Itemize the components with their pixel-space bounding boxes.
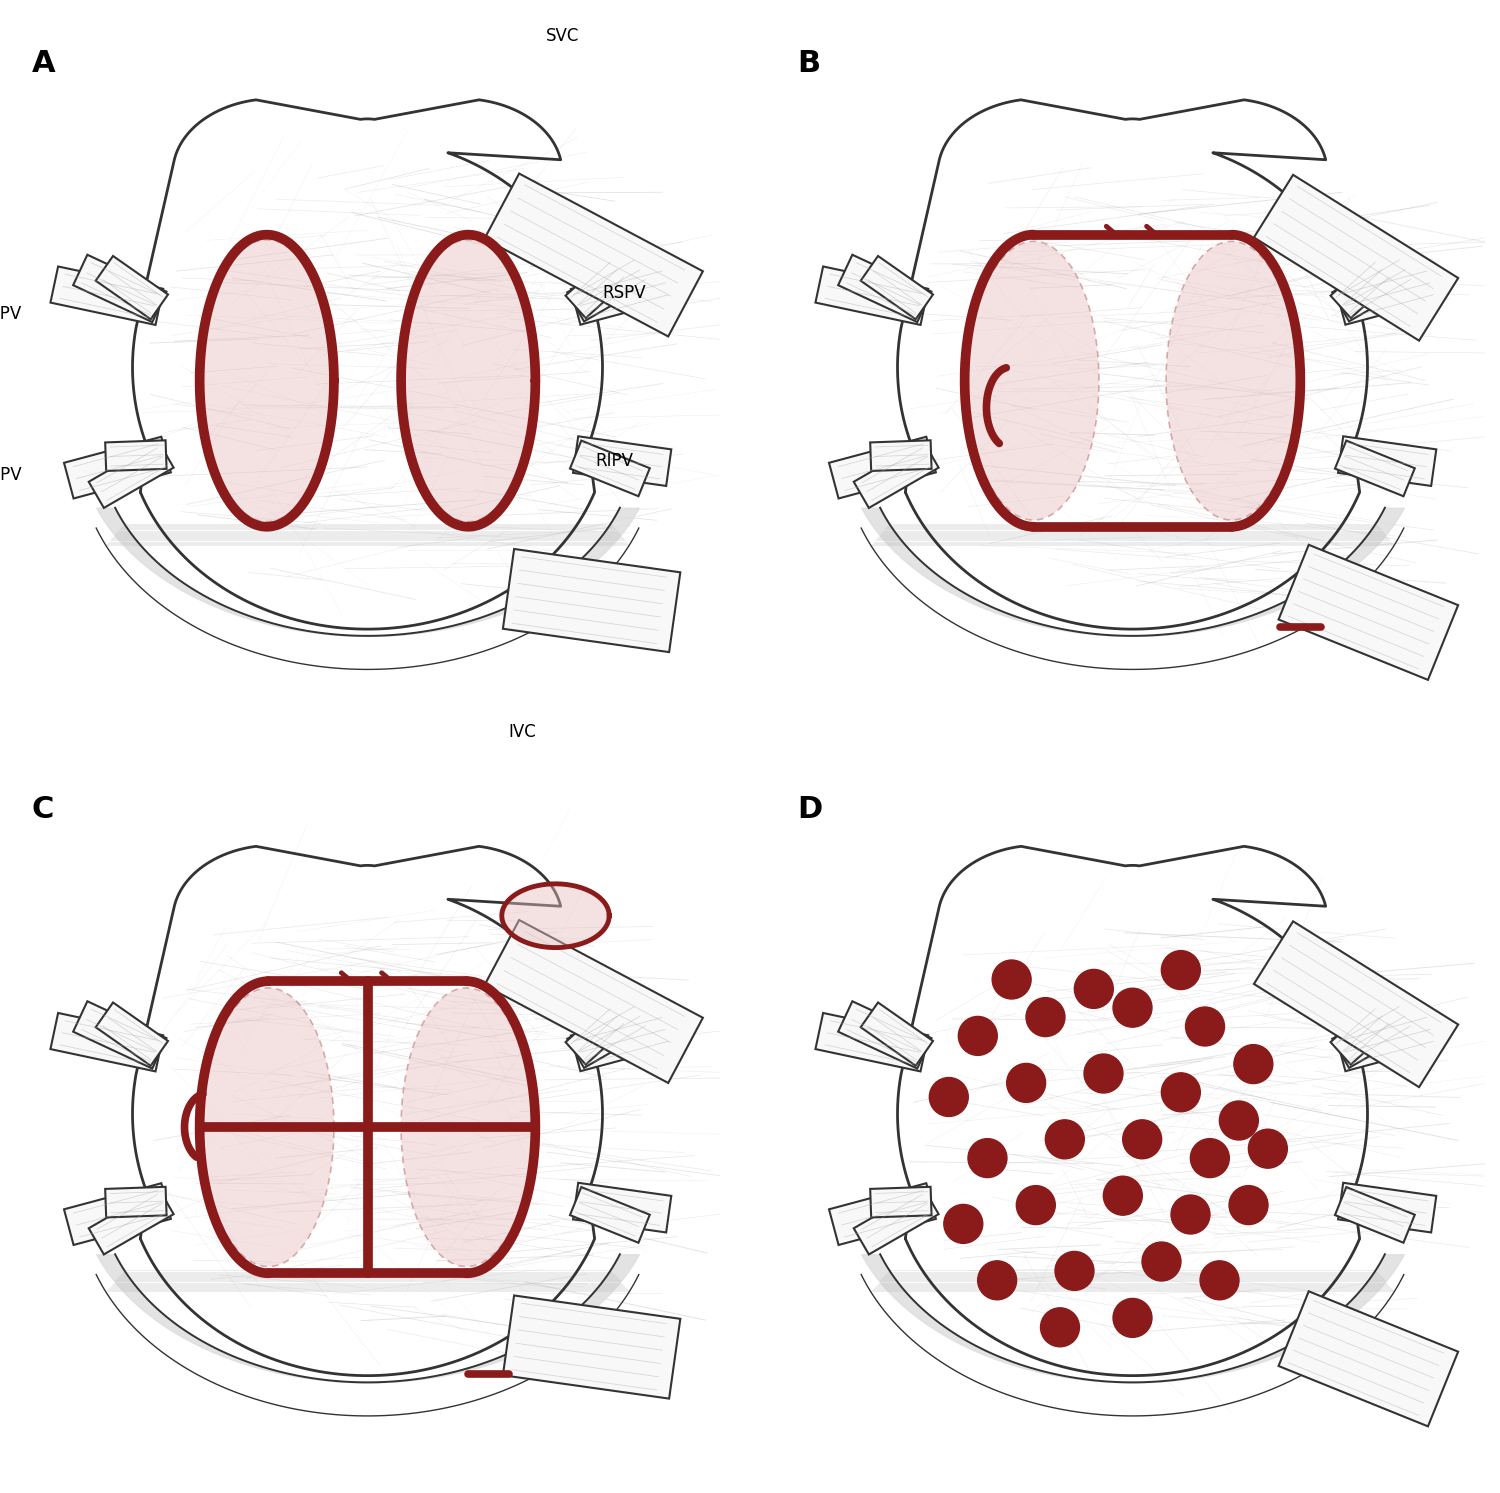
Circle shape (1104, 1176, 1143, 1215)
Text: RIPV: RIPV (596, 452, 634, 470)
Polygon shape (96, 1002, 168, 1066)
Circle shape (1142, 1242, 1180, 1281)
Circle shape (968, 1139, 1006, 1178)
Ellipse shape (402, 240, 534, 521)
Polygon shape (88, 442, 174, 508)
Circle shape (1054, 1251, 1094, 1290)
Polygon shape (503, 549, 681, 652)
Polygon shape (1335, 1187, 1414, 1242)
Circle shape (1228, 1185, 1268, 1224)
Polygon shape (853, 1188, 939, 1254)
Polygon shape (566, 255, 630, 318)
Circle shape (944, 1205, 982, 1244)
Polygon shape (1254, 175, 1458, 340)
Polygon shape (105, 1187, 166, 1217)
Polygon shape (51, 266, 164, 325)
Circle shape (978, 1260, 1017, 1300)
Polygon shape (572, 1009, 678, 1070)
Polygon shape (74, 255, 166, 322)
Circle shape (1074, 969, 1113, 1008)
Polygon shape (861, 1002, 933, 1066)
Polygon shape (484, 173, 704, 336)
Ellipse shape (201, 240, 333, 521)
Polygon shape (573, 1182, 672, 1232)
Polygon shape (1254, 921, 1458, 1087)
Polygon shape (573, 436, 672, 485)
Polygon shape (830, 437, 936, 499)
Polygon shape (567, 999, 654, 1067)
Polygon shape (816, 266, 928, 325)
Circle shape (1041, 1308, 1080, 1347)
Polygon shape (88, 1188, 174, 1254)
Polygon shape (64, 1184, 171, 1245)
Polygon shape (64, 437, 171, 499)
Circle shape (1084, 1054, 1124, 1093)
Polygon shape (1330, 1002, 1395, 1065)
Circle shape (1161, 951, 1200, 990)
Circle shape (1122, 1120, 1161, 1159)
Polygon shape (870, 1187, 932, 1217)
Ellipse shape (400, 988, 532, 1266)
Polygon shape (816, 1012, 928, 1072)
Polygon shape (572, 263, 678, 324)
Polygon shape (51, 1012, 164, 1072)
Polygon shape (503, 884, 609, 948)
Polygon shape (1330, 255, 1395, 318)
Polygon shape (566, 1002, 630, 1065)
Ellipse shape (202, 988, 334, 1266)
Text: A: A (32, 49, 56, 78)
Text: LIPV: LIPV (0, 466, 21, 484)
Polygon shape (484, 920, 704, 1082)
Circle shape (1113, 988, 1152, 1027)
Text: D: D (796, 796, 822, 824)
Text: LSPV: LSPV (0, 305, 21, 322)
Polygon shape (870, 440, 932, 470)
Circle shape (1185, 1008, 1224, 1047)
Ellipse shape (968, 242, 1100, 520)
Circle shape (1113, 1299, 1152, 1338)
Polygon shape (1335, 440, 1414, 496)
Circle shape (1220, 1100, 1258, 1141)
Circle shape (1191, 1139, 1230, 1178)
Circle shape (1161, 1073, 1200, 1112)
Polygon shape (570, 1187, 650, 1242)
Polygon shape (1336, 263, 1443, 324)
Polygon shape (105, 440, 166, 470)
Polygon shape (503, 1296, 681, 1399)
Polygon shape (1332, 999, 1419, 1067)
Circle shape (992, 960, 1030, 999)
Polygon shape (1278, 1291, 1458, 1426)
Circle shape (1026, 997, 1065, 1036)
Circle shape (1200, 1260, 1239, 1300)
Circle shape (1248, 1129, 1287, 1168)
Polygon shape (853, 442, 939, 508)
Ellipse shape (1166, 242, 1298, 520)
Polygon shape (567, 252, 654, 321)
Polygon shape (96, 255, 168, 320)
Text: RSPV: RSPV (603, 285, 646, 303)
Circle shape (1172, 1194, 1210, 1235)
Polygon shape (1332, 252, 1419, 321)
Text: C: C (32, 796, 54, 824)
Polygon shape (570, 440, 650, 496)
Polygon shape (839, 255, 932, 322)
Circle shape (1234, 1045, 1274, 1084)
Polygon shape (1338, 436, 1437, 485)
Polygon shape (1336, 1009, 1443, 1070)
Polygon shape (1278, 545, 1458, 679)
Circle shape (1017, 1185, 1056, 1224)
Polygon shape (861, 255, 933, 320)
Polygon shape (1338, 1182, 1437, 1232)
Circle shape (1046, 1120, 1084, 1159)
Circle shape (930, 1078, 969, 1117)
Polygon shape (74, 1002, 166, 1069)
Circle shape (1007, 1063, 1046, 1102)
Polygon shape (830, 1184, 936, 1245)
Polygon shape (839, 1002, 932, 1069)
Circle shape (958, 1017, 998, 1056)
Text: SVC: SVC (546, 27, 579, 45)
Text: B: B (796, 49, 820, 78)
Text: IVC: IVC (509, 723, 536, 741)
